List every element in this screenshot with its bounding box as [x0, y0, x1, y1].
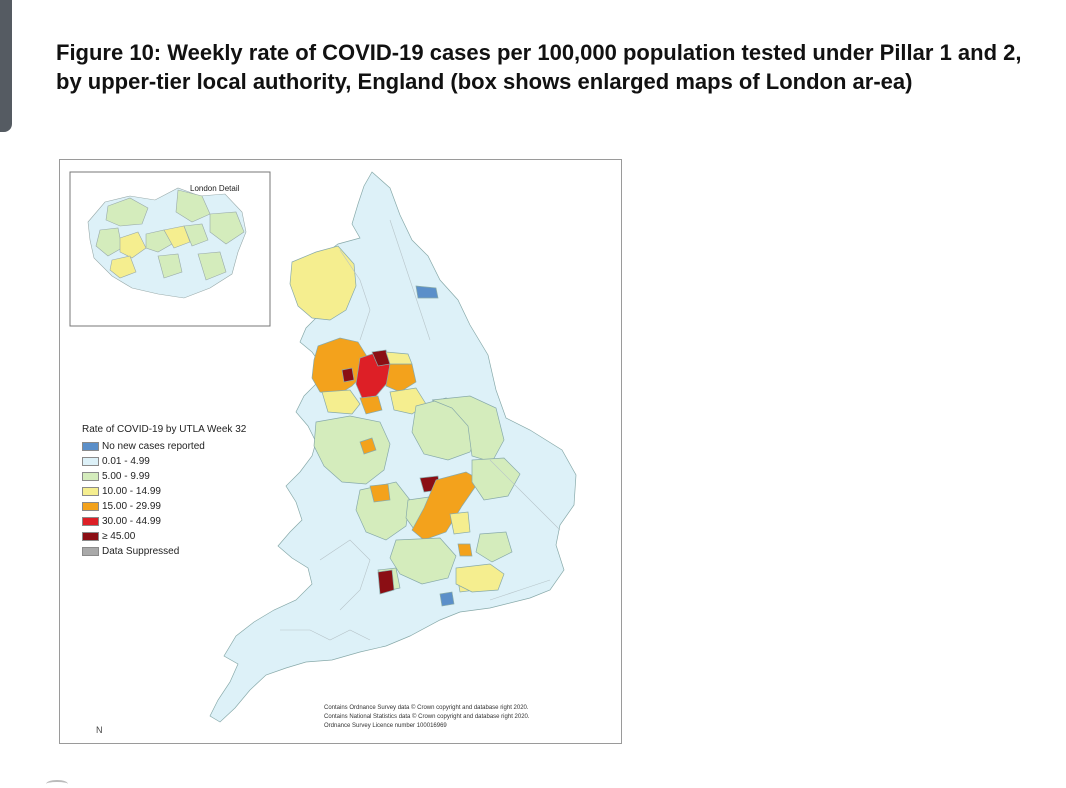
legend-title: Rate of COVID-19 by UTLA Week 32 — [82, 424, 247, 435]
utla-merseyside — [321, 389, 361, 415]
england-utlas — [209, 171, 577, 723]
map-credits: Contains Ordnance Survey data © Crown co… — [324, 704, 530, 731]
utla-no-new-cases-south — [439, 591, 455, 607]
figure-caption: Figure 10: Weekly rate of COVID-19 cases… — [56, 40, 1022, 94]
map-figure: London Detail Rate of COVID-19 by UTLA W… — [59, 159, 622, 744]
utla-hertfordshire — [475, 531, 513, 563]
legend-item: 15.00 - 29.99 — [82, 499, 246, 514]
utla-bedford — [449, 511, 471, 535]
utla-leeds — [385, 351, 413, 365]
legend-swatch — [82, 457, 99, 466]
legend-label: 15.00 - 29.99 — [102, 501, 161, 512]
utla-lancashire — [311, 337, 369, 397]
england-map — [69, 171, 577, 723]
london-borough-west-central — [119, 231, 147, 259]
legend-label: 10.00 - 14.99 — [102, 486, 161, 497]
london-borough-s — [157, 253, 183, 279]
london-inset-map — [87, 187, 247, 299]
credit-line: Ordnance Survey Licence number 100016969 — [324, 723, 447, 729]
window-edge-tab — [0, 0, 12, 132]
legend-item: Data Suppressed — [82, 544, 246, 559]
credit-line: Contains Ordnance Survey data © Crown co… — [324, 705, 529, 711]
utla-cheshire — [313, 415, 391, 485]
london-borough-central — [145, 229, 173, 253]
legend-item: 0.01 - 4.99 — [82, 454, 246, 469]
london-borough-w — [95, 227, 123, 257]
utla-staffordshire — [355, 481, 411, 541]
utla-walsall — [369, 483, 391, 503]
legend-label: 5.00 - 9.99 — [102, 471, 150, 482]
utla-oxfordshire — [389, 537, 457, 585]
legend-swatch — [82, 487, 99, 496]
legend-swatch — [82, 532, 99, 541]
london-borough-sw — [109, 255, 137, 279]
legend-item: 30.00 - 44.99 — [82, 514, 246, 529]
london-borough-se — [197, 251, 227, 281]
map-legend: Rate of COVID-19 by UTLA Week 32 No new … — [82, 422, 246, 559]
legend-label: ≥ 45.00 — [102, 531, 136, 542]
legend-swatch — [82, 547, 99, 556]
london-borough-nw — [105, 197, 149, 227]
legend-swatch — [82, 517, 99, 526]
legend-swatch — [82, 472, 99, 481]
utla-very-high-west — [341, 367, 355, 383]
utla-swindon — [377, 569, 395, 595]
legend-label: No new cases reported — [102, 441, 205, 452]
legend-label: 30.00 - 44.99 — [102, 516, 161, 527]
legend-item: ≥ 45.00 — [82, 529, 246, 544]
utla-boundaries — [280, 219, 561, 641]
north-arrow-icon: N — [96, 725, 103, 735]
london-borough-n — [175, 189, 211, 223]
london-borough-ne — [209, 211, 245, 245]
inset-title: London Detail — [190, 184, 240, 193]
page-fold-mark — [46, 780, 68, 788]
london-borough-east — [183, 223, 209, 247]
legend-item: 5.00 - 9.99 — [82, 469, 246, 484]
utla-manchester-south — [359, 395, 383, 415]
utla-luton — [457, 543, 473, 557]
legend-swatch — [82, 502, 99, 511]
legend-swatch — [82, 442, 99, 451]
utla-no-new-cases-northeast — [415, 285, 439, 299]
legend-item: No new cases reported — [82, 439, 246, 454]
london-borough-central-east — [163, 225, 191, 249]
utla-greater-london — [455, 563, 505, 593]
credit-line: Contains National Statistics data © Crow… — [324, 714, 530, 720]
legend-label: Data Suppressed — [102, 546, 180, 557]
legend-item: 10.00 - 14.99 — [82, 484, 246, 499]
legend-label: 0.01 - 4.99 — [102, 456, 150, 467]
utla-stoke — [359, 437, 377, 455]
utla-cambridgeshire — [471, 457, 521, 501]
utla-northamptonshire — [411, 471, 481, 541]
utla-cumbria — [289, 245, 357, 321]
